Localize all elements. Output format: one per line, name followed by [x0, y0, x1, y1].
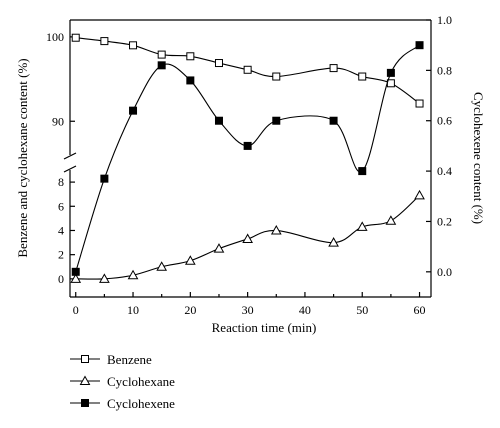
cyclohexane-point	[385, 215, 397, 225]
x-tick-label: 50	[356, 303, 368, 317]
left-tick-label: 100	[46, 30, 64, 44]
cyclohexane-point	[184, 255, 196, 265]
cyclohexane-point	[156, 261, 168, 271]
legend-marker-cyclohexane	[79, 375, 91, 385]
cyclohexane-point	[99, 273, 110, 283]
right-tick-label: 0.4	[437, 164, 452, 178]
cyclohexane-point	[70, 273, 82, 283]
cyclohexane-point	[328, 237, 339, 247]
axis-break-mark-upper	[63, 152, 77, 160]
cyclohexene-point	[129, 106, 138, 115]
left-tick-label: 0	[58, 272, 64, 286]
benzene-point	[71, 33, 80, 42]
cyclohexene-point	[386, 68, 395, 77]
cyclohexene-point	[272, 116, 281, 125]
y-axis-label-right: Cyclohexene content (%)	[471, 92, 486, 224]
cyclohexene-point	[243, 141, 252, 150]
axis-ticks: 0 10 20 30 40 50 60 90 100 0 2 4 6 8 0.0 0.2 0.4 0.6 0.8 1.…	[46, 13, 452, 317]
left-tick-label: 6	[58, 199, 64, 213]
cyclohexane-point	[242, 233, 253, 243]
cyclohexene-point	[186, 76, 195, 85]
right-tick-label: 0.6	[437, 114, 452, 128]
cyclohexene-point	[100, 174, 109, 183]
cyclohexane-point	[270, 224, 282, 235]
left-tick-label: 90	[52, 114, 64, 128]
benzene-point	[358, 72, 367, 81]
x-tick-label: 0	[73, 303, 79, 317]
right-tick-label: 0.8	[437, 63, 452, 77]
legend-marker-cyclohexene	[81, 399, 89, 407]
x-tick-label: 10	[127, 303, 139, 317]
cyclohexene-point	[71, 267, 80, 276]
benzene-point	[129, 41, 138, 50]
plot-axes	[63, 19, 432, 298]
axis-break-mark-lower	[63, 165, 77, 173]
benzene-point	[272, 72, 281, 81]
left-tick-label: 8	[58, 175, 64, 189]
series-layer	[70, 33, 425, 283]
benzene-point	[100, 37, 109, 46]
benzene-point	[186, 52, 195, 61]
cyclohexane-point	[414, 189, 425, 200]
x-tick-label: 20	[184, 303, 196, 317]
benzene-point	[157, 50, 166, 59]
x-tick-label: 60	[414, 303, 426, 317]
right-tick-label: 1.0	[437, 13, 452, 27]
benzene-point	[214, 59, 223, 68]
legend-label-cyclohexene: Cyclohexene	[107, 396, 175, 411]
legend-label-benzene: Benzene	[107, 352, 152, 367]
cyclohexene-point	[214, 116, 223, 125]
x-tick-label: 40	[299, 303, 311, 317]
cyclohexene-point	[415, 41, 424, 50]
legend-label-cyclohexane: Cyclohexane	[107, 374, 175, 389]
x-tick-label: 30	[242, 303, 254, 317]
right-tick-label: 0.0	[437, 265, 452, 279]
x-axis-label: Reaction time (min)	[212, 320, 317, 335]
left-tick-label: 4	[58, 223, 64, 237]
cyclohexane-point	[213, 243, 225, 253]
right-tick-label: 0.2	[437, 214, 452, 228]
cyclohexane-point	[356, 221, 368, 231]
benzene-point	[243, 65, 252, 74]
benzene-point	[415, 99, 424, 108]
legend-marker-benzene	[81, 355, 89, 363]
cyclohexene-point	[329, 116, 338, 125]
series-line-cyclohexene	[75, 44, 420, 272]
cyclohexene-point	[358, 167, 367, 176]
cyclohexene-point	[157, 61, 166, 70]
benzene-point	[329, 64, 338, 73]
y-axis-label-left: Benzene and cyclohexane content (%)	[15, 58, 30, 257]
legend	[70, 355, 100, 407]
cyclohexane-point	[127, 269, 139, 280]
left-tick-label: 2	[58, 248, 64, 262]
